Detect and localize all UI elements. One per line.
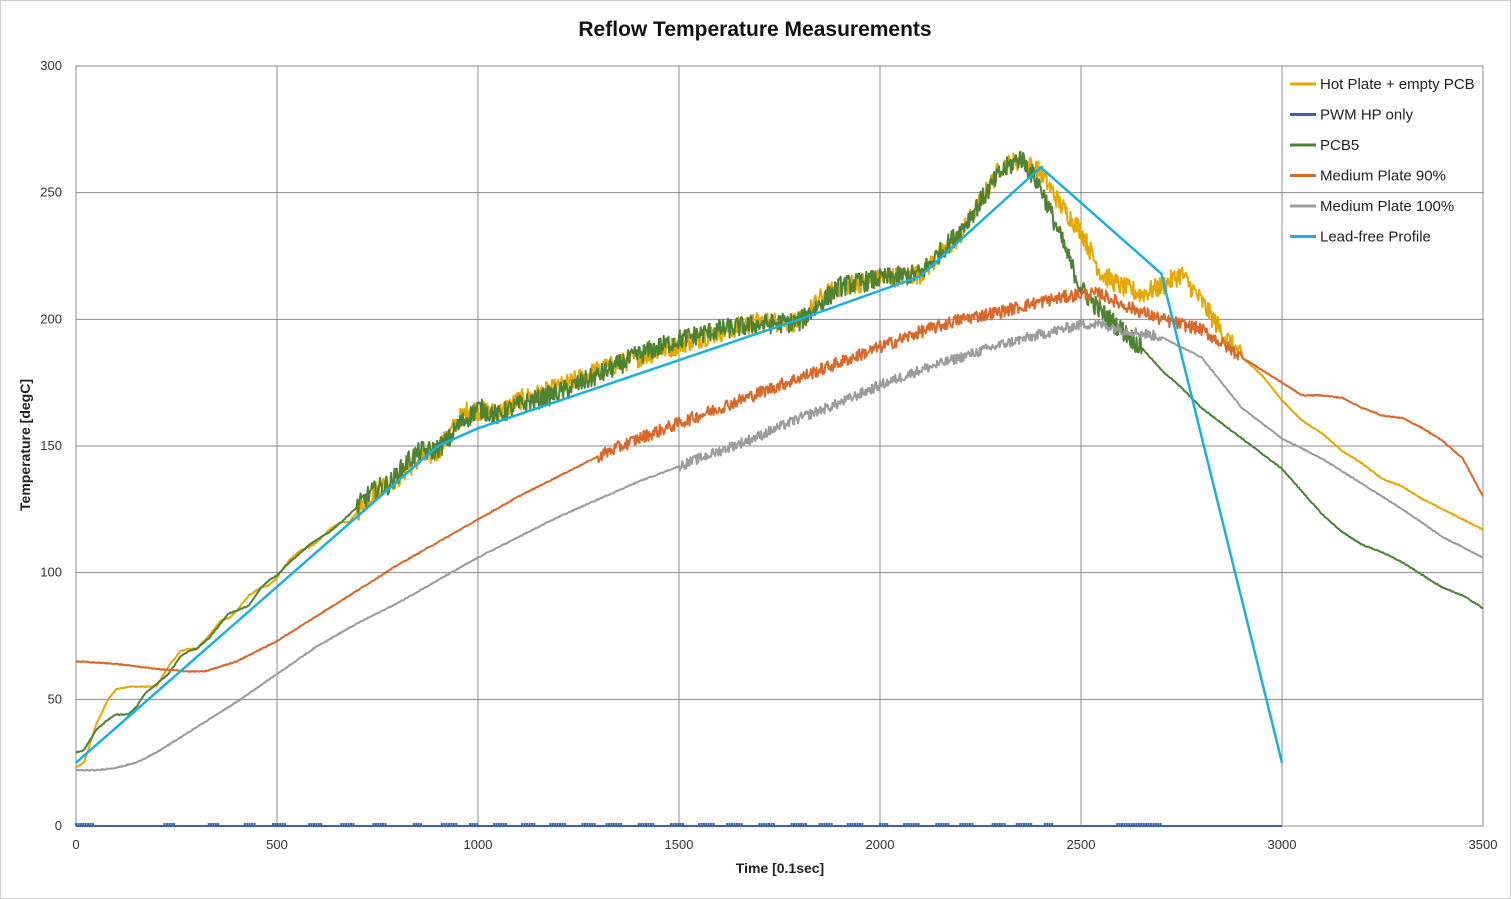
series-pulse-pwm-hp-only bbox=[605, 823, 623, 826]
series-pulse-pwm-hp-only bbox=[637, 823, 655, 826]
y-tick-label: 300 bbox=[40, 58, 62, 73]
series-pulse-pwm-hp-only bbox=[1116, 823, 1162, 826]
series-pulse-pwm-hp-only bbox=[549, 823, 566, 826]
legend-label-pcb5: PCB5 bbox=[1320, 137, 1359, 154]
series-pulse-pwm-hp-only bbox=[163, 823, 176, 826]
series-pulse-pwm-hp-only bbox=[935, 823, 950, 826]
series-pulse-pwm-hp-only bbox=[75, 823, 94, 826]
plot-series bbox=[75, 150, 1484, 827]
x-tick-label: 2500 bbox=[1067, 837, 1096, 852]
axes: 0 500 1000 1500 2000 2500 3000 3500 0 50 100 150 200… bbox=[40, 58, 1497, 852]
series-pulse-pwm-hp-only bbox=[726, 823, 743, 826]
series-pulse-pwm-hp-only bbox=[1015, 823, 1033, 826]
x-tick-label: 2000 bbox=[866, 837, 895, 852]
x-tick-label: 0 bbox=[72, 837, 79, 852]
series-pulse-pwm-hp-only bbox=[440, 823, 458, 826]
legend: Hot Plate + empty PCB PWM HP only PCB5 Medi… bbox=[1290, 76, 1475, 246]
series-pulse-pwm-hp-only bbox=[372, 823, 387, 826]
y-tick-label: 50 bbox=[48, 691, 62, 706]
legend-label-medium-plate-100: Medium Plate 100% bbox=[1320, 198, 1454, 215]
series-line-medium-plate-90 bbox=[75, 286, 1484, 673]
series-pulse-pwm-hp-only bbox=[879, 823, 889, 826]
y-tick-label: 200 bbox=[40, 311, 62, 326]
series-pulse-pwm-hp-only bbox=[959, 823, 974, 826]
series-pulse-pwm-hp-only bbox=[758, 823, 775, 826]
chart-title: Reflow Temperature Measurements bbox=[578, 18, 931, 41]
series-line-pcb5 bbox=[75, 151, 1484, 754]
x-tick-label: 3500 bbox=[1469, 837, 1498, 852]
series-pulse-pwm-hp-only bbox=[818, 823, 833, 826]
series-pulse-pwm-hp-only bbox=[581, 823, 596, 826]
series-pulse-pwm-hp-only bbox=[412, 823, 422, 826]
series-pulse-pwm-hp-only bbox=[521, 823, 536, 826]
legend-label-pwm-hp-only: PWM HP only bbox=[1320, 107, 1414, 124]
series-pulse-pwm-hp-only bbox=[493, 823, 508, 826]
x-tick-label: 1000 bbox=[464, 837, 493, 852]
series-line-medium-plate-100 bbox=[75, 319, 1484, 772]
series-pulse-pwm-hp-only bbox=[308, 823, 323, 826]
legend-label-hot-plate-empty-pcb: Hot Plate + empty PCB bbox=[1320, 76, 1475, 93]
series-pulse-pwm-hp-only bbox=[846, 823, 864, 826]
series-pulse-pwm-hp-only bbox=[698, 823, 715, 826]
x-tick-label: 3000 bbox=[1268, 837, 1297, 852]
series-line-lead-free-profile bbox=[75, 166, 1284, 764]
legend-label-medium-plate-90: Medium Plate 90% bbox=[1320, 168, 1446, 185]
series-pulse-pwm-hp-only bbox=[469, 823, 479, 826]
x-axis-label: Time [0.1sec] bbox=[736, 860, 824, 876]
series-pulse-pwm-hp-only bbox=[790, 823, 807, 826]
series-pulse-pwm-hp-only bbox=[903, 823, 920, 826]
series-pulse-pwm-hp-only bbox=[272, 823, 286, 826]
series-pulse-pwm-hp-only bbox=[207, 823, 220, 826]
series-pulse-pwm-hp-only bbox=[340, 823, 355, 826]
legend-label-lead-free-profile: Lead-free Profile bbox=[1320, 229, 1431, 246]
series-pulse-pwm-hp-only bbox=[1043, 823, 1054, 826]
series-pulse-pwm-hp-only bbox=[991, 823, 1006, 826]
y-tick-label: 250 bbox=[40, 185, 62, 200]
series-pulse-pwm-hp-only bbox=[670, 823, 684, 826]
y-tick-label: 0 bbox=[55, 818, 62, 833]
x-tick-label: 1500 bbox=[665, 837, 694, 852]
x-tick-label: 500 bbox=[266, 837, 288, 852]
y-tick-label: 150 bbox=[40, 438, 62, 453]
series-pulse-pwm-hp-only bbox=[243, 823, 256, 826]
y-axis-label: Temperature [degC] bbox=[17, 379, 33, 511]
y-tick-label: 100 bbox=[40, 565, 62, 580]
